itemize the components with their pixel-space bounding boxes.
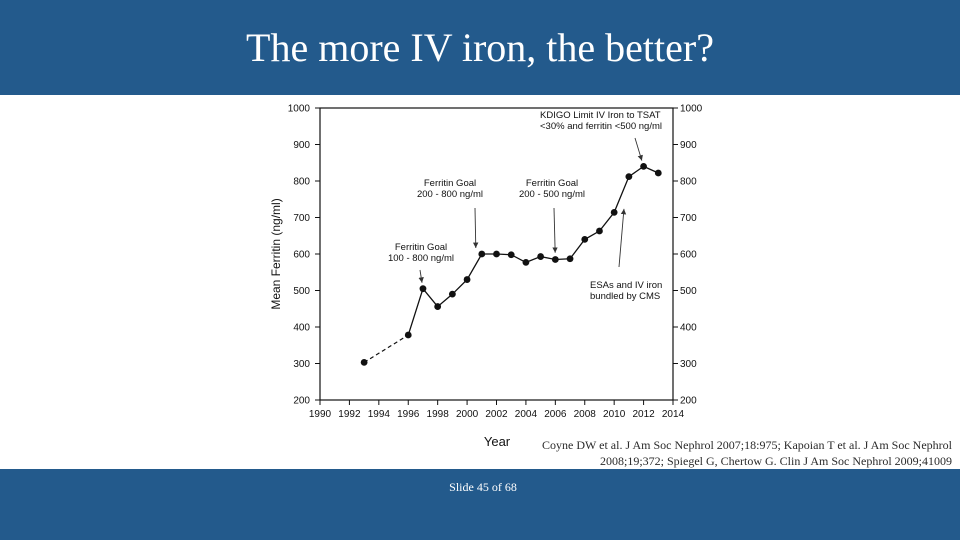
slide-number: Slide 45 of 68	[449, 480, 517, 494]
data-point	[640, 163, 647, 170]
annotation-cms: ESAs and IV iron bundled by CMS	[590, 280, 662, 302]
annotation-arrow-kdigo	[634, 137, 643, 161]
y-tick-label-left: 200	[293, 396, 310, 407]
annotation-arrow-cms	[618, 208, 627, 268]
y-tick-label-right: 700	[680, 213, 697, 224]
y-tick-label-left: 900	[293, 140, 310, 151]
data-point	[434, 303, 442, 310]
y-tick-label-right: 1000	[680, 104, 702, 115]
y-tick-label-left: 500	[293, 286, 310, 297]
x-tick-label: 2000	[456, 409, 479, 420]
data-point	[507, 251, 515, 259]
y-tick-label-left: 700	[293, 213, 310, 224]
y-tick-label-left: 400	[293, 323, 310, 334]
x-tick-label: 2008	[574, 409, 597, 420]
x-tick-label: 2010	[603, 409, 626, 420]
x-axis-title: Year	[484, 434, 511, 449]
annotation-kdigo: KDIGO Limit IV Iron to TSAT <30% and ferr…	[540, 110, 662, 132]
annotation-goal-100-800: Ferritin Goal 100 - 800 ng/ml	[388, 242, 454, 264]
y-tick-label-left: 1000	[288, 104, 311, 115]
x-tick-label: 2014	[662, 409, 685, 420]
y-axis-title: Mean Ferritin (ng/ml)	[269, 198, 283, 309]
slide-title: The more IV iron, the better?	[246, 25, 714, 70]
data-point	[654, 169, 662, 177]
data-point	[404, 331, 412, 339]
y-tick-label-right: 600	[680, 250, 697, 261]
x-tick-label: 1990	[309, 409, 332, 420]
citation-text: Coyne DW et al. J Am Soc Nephrol 2007;18…	[542, 438, 952, 468]
annotation-arrow-goal-100-800	[418, 269, 424, 283]
data-point	[581, 236, 589, 243]
y-tick-label-left: 600	[293, 250, 310, 261]
data-point	[478, 250, 486, 258]
ferritin-chart: 200 300 400 500 600 700 800 900 1000 200 300 400 500…	[269, 104, 702, 450]
y-tick-label-right: 400	[680, 323, 697, 334]
footer-bar: Slide 45 of 68	[0, 469, 960, 540]
y-tick-label-right: 800	[680, 177, 697, 188]
y-tick-label-right: 300	[680, 359, 697, 370]
data-point	[463, 276, 471, 283]
annotation-arrow-goal-200-800	[472, 207, 479, 249]
data-point	[419, 285, 427, 293]
x-tick-label: 2004	[515, 409, 538, 420]
y-tick-label-right: 200	[680, 396, 697, 407]
x-tick-label: 1994	[368, 409, 391, 420]
x-tick-label: 2012	[632, 409, 655, 420]
x-tick-label: 2006	[544, 409, 567, 420]
data-point	[493, 250, 500, 258]
data-point	[551, 256, 559, 263]
y-tick-label-right: 500	[680, 286, 697, 297]
data-point	[522, 258, 530, 266]
data-point	[625, 173, 633, 181]
annotation-arrow-goal-200-500	[552, 207, 558, 253]
data-point	[360, 359, 368, 366]
x-tick-label: 1992	[338, 409, 361, 420]
annotation-goal-200-800: Ferritin Goal 200 - 800 ng/ml	[417, 178, 483, 200]
data-point	[610, 208, 618, 216]
data-point	[448, 290, 456, 298]
chart-series	[360, 163, 662, 366]
x-tick-label: 2002	[485, 409, 508, 420]
x-tick-label: 1996	[397, 409, 420, 420]
x-tick-label: 1998	[427, 409, 450, 420]
y-tick-label-left: 300	[293, 359, 310, 370]
data-point	[596, 227, 603, 235]
chart-annotations: KDIGO Limit IV Iron to TSAT <30% and ferr…	[388, 110, 662, 302]
annotation-goal-200-500: Ferritin Goal 200 - 500 ng/ml	[519, 178, 585, 200]
y-tick-label-left: 800	[293, 177, 310, 188]
title-bar: The more IV iron, the better?	[0, 0, 960, 95]
series-line-dashed	[363, 334, 409, 363]
data-point	[537, 253, 545, 260]
chart-axes: 200 300 400 500 600 700 800 900 1000 200 300 400 500…	[269, 104, 702, 450]
data-point	[566, 255, 574, 263]
y-tick-label-right: 900	[680, 140, 697, 151]
